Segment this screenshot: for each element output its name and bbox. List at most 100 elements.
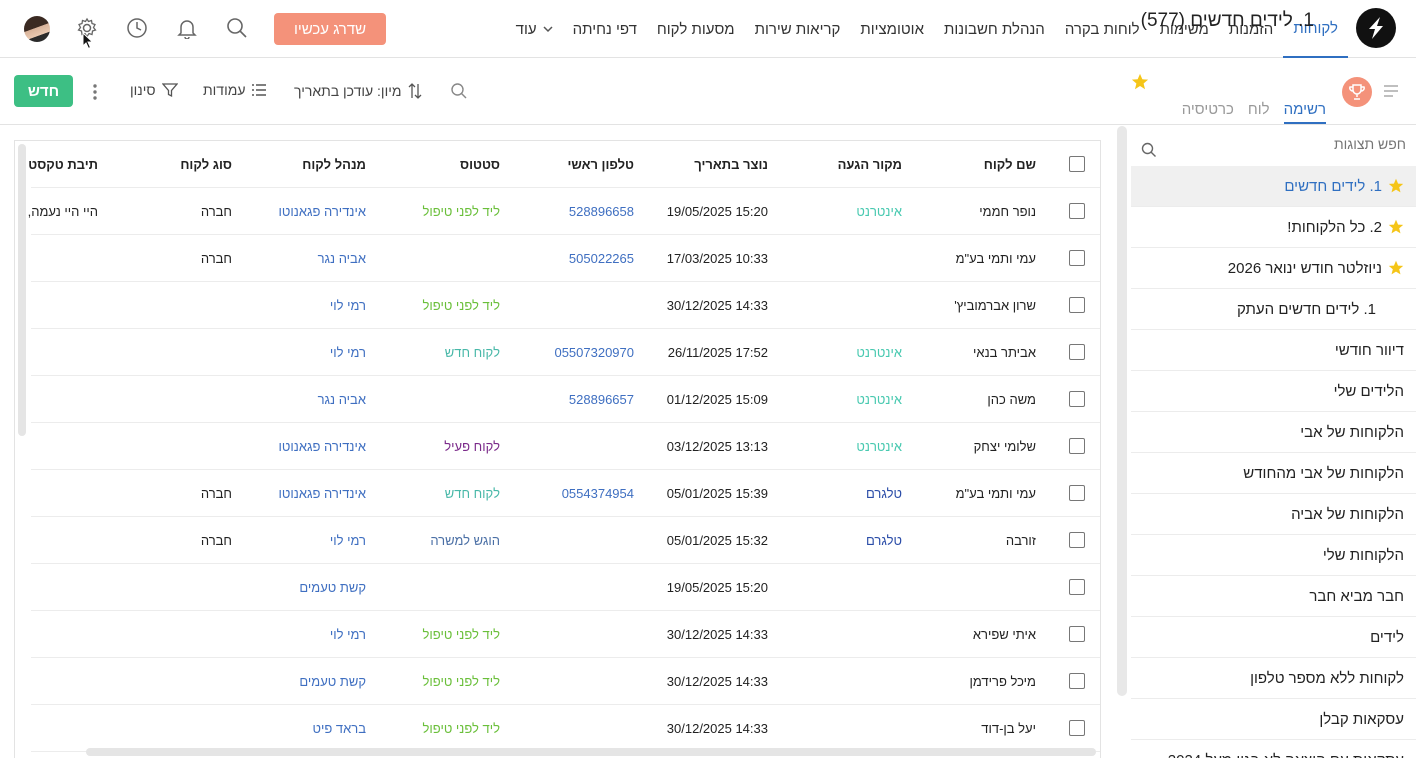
row-checkbox[interactable]	[1069, 626, 1085, 642]
cell-status[interactable]: ליד לפני טיפול	[422, 203, 500, 219]
row-checkbox[interactable]	[1069, 532, 1085, 548]
cell-customer-name[interactable]: אביתר בנאי	[973, 344, 1036, 360]
star-icon[interactable]	[1388, 219, 1404, 235]
table-row[interactable]: אביתר בנאי אינטרנט 26/11/2025 17:52 0550732…	[31, 329, 1100, 376]
cell-status[interactable]: לקוח חדש	[444, 485, 500, 501]
table-horizontal-scrollbar[interactable]	[86, 748, 1096, 756]
cell-customer-name[interactable]: מיכל פרידמן	[969, 673, 1037, 689]
header-customer-type[interactable]: סוג לקוח	[180, 156, 232, 172]
table-row[interactable]: עמי ותמי בע"מ 17/03/2025 10:33 505022265 אב…	[31, 235, 1100, 282]
cell-status[interactable]: ליד לפני טיפול	[422, 626, 500, 642]
cell-customer-name[interactable]: עמי ותמי בע"מ	[955, 250, 1036, 266]
phone-value[interactable]: 05507320970	[554, 344, 634, 360]
sidebar-view-item[interactable]: לידים	[1131, 617, 1416, 658]
table-vertical-scrollbar[interactable]	[18, 144, 26, 436]
cell-phone[interactable]: 05507320970	[524, 329, 634, 375]
cell-status[interactable]	[390, 376, 500, 422]
cell-manager[interactable]: רמי לוי	[329, 532, 366, 548]
sidebar-view-item[interactable]: עסקאות עם הוצאה לא בגין מעל 2024	[1131, 740, 1416, 758]
cell-status[interactable]: ליד לפני טיפול	[422, 297, 500, 313]
cell-customer-name[interactable]: זורבה	[1005, 532, 1036, 548]
sidebar-view-item[interactable]: ניוזלטר חודש ינואר 2026	[1131, 248, 1416, 289]
views-search-input[interactable]	[1176, 136, 1406, 152]
header-manager[interactable]: מנהל לקוח	[302, 156, 366, 172]
user-avatar[interactable]	[24, 16, 50, 42]
cell-customer-name[interactable]: איתי שפירא	[972, 626, 1036, 642]
cell-customer-name[interactable]: שרון אברמוביץ'	[954, 297, 1036, 313]
tab-card[interactable]: כרטיסיה	[1181, 101, 1234, 118]
star-icon[interactable]	[1388, 260, 1404, 276]
cell-customer-name[interactable]	[906, 564, 1036, 610]
phone-value[interactable]: 528896658	[568, 203, 634, 219]
sidebar-view-item[interactable]: הלקוחות שלי	[1131, 535, 1416, 576]
upgrade-button[interactable]: שדרג עכשיו	[274, 13, 386, 45]
cell-status[interactable]: לקוח פעיל	[444, 438, 500, 454]
nav-more-dropdown[interactable]: עוד	[506, 0, 563, 58]
cell-manager[interactable]: קשת טעמים	[299, 673, 366, 689]
cell-status[interactable]	[390, 235, 500, 281]
cell-manager[interactable]: בראד פיט	[312, 720, 367, 736]
cell-phone[interactable]	[524, 564, 634, 610]
favorite-star-icon[interactable]	[1131, 73, 1149, 91]
cell-manager[interactable]: אביה נגר	[317, 391, 366, 407]
cell-manager[interactable]: אינדירה פגאנוטו	[278, 438, 366, 454]
row-checkbox[interactable]	[1069, 485, 1085, 501]
table-row[interactable]: שרון אברמוביץ' 30/12/2025 14:33 ליד לפני ט…	[31, 282, 1100, 329]
nav-item-automations[interactable]: אוטומציות	[860, 20, 924, 38]
cell-status[interactable]: הוגש למשרה	[430, 532, 500, 548]
cell-status[interactable]	[390, 564, 500, 610]
columns-button[interactable]: עמודות	[203, 82, 267, 98]
table-row[interactable]: מיכל פרידמן 30/12/2025 14:33 ליד לפני טיפו…	[31, 658, 1100, 705]
cell-manager[interactable]: אינדירה פגאנוטו	[278, 485, 366, 501]
cell-phone[interactable]	[524, 282, 634, 328]
select-all-checkbox[interactable]	[1069, 156, 1085, 172]
cell-manager[interactable]: רמי לוי	[329, 297, 366, 313]
table-row[interactable]: משה כהן אינטרנט 01/12/2025 15:09 528896657 א…	[31, 376, 1100, 423]
sidebar-view-item[interactable]: 1. לידים חדשים	[1131, 166, 1416, 207]
row-checkbox[interactable]	[1069, 297, 1085, 313]
nav-item-orders[interactable]: הזמנות	[1228, 20, 1274, 38]
cell-manager[interactable]: אביה נגר	[317, 250, 366, 266]
nav-item-dashboards[interactable]: לוחות בקרה	[1064, 20, 1140, 38]
cell-manager[interactable]: אינדירה פגאנוטו	[278, 203, 366, 219]
table-row[interactable]: 19/05/2025 15:20 קשת טעמים	[31, 564, 1100, 611]
tab-board[interactable]: לוח	[1247, 101, 1270, 118]
row-checkbox[interactable]	[1069, 720, 1085, 736]
cell-customer-name[interactable]: שלומי יצחק	[973, 438, 1036, 454]
cell-phone[interactable]: 528896657	[524, 376, 634, 422]
cell-phone[interactable]: 0554374954	[524, 470, 634, 516]
bell-icon[interactable]	[175, 16, 199, 40]
cell-phone[interactable]: 528896658	[524, 188, 634, 234]
table-row[interactable]: זורבה טלגרם 05/01/2025 15:32 הוגש למשרה רמי …	[31, 517, 1100, 564]
sidebar-view-item[interactable]: 1. לידים חדשים העתק	[1131, 289, 1416, 330]
cell-customer-name[interactable]: נופר חממי	[979, 203, 1036, 219]
phone-value[interactable]: 505022265	[568, 250, 634, 266]
nav-item-accounting[interactable]: הנהלת חשבונות	[943, 20, 1045, 38]
search-icon[interactable]	[225, 16, 249, 40]
table-search-icon[interactable]	[450, 82, 468, 103]
sidebar-view-item[interactable]: חבר מביא חבר	[1131, 576, 1416, 617]
hamburger-icon[interactable]	[1383, 84, 1399, 101]
sidebar-view-item[interactable]: הלקוחות של אבי	[1131, 412, 1416, 453]
cell-phone[interactable]: 505022265	[524, 235, 634, 281]
table-row[interactable]: עמי ותמי בע"מ טלגרם 05/01/2025 15:39 055437…	[31, 470, 1100, 517]
sidebar-view-item[interactable]: 2. כל הלקוחות!	[1131, 207, 1416, 248]
header-customer-name[interactable]: שם לקוח	[983, 156, 1036, 172]
row-checkbox[interactable]	[1069, 391, 1085, 407]
sort-button[interactable]: מיון: עודכן בתאריך	[294, 82, 423, 100]
cell-phone[interactable]	[524, 517, 634, 563]
cell-customer-name[interactable]: עמי ותמי בע"מ	[955, 485, 1036, 501]
row-checkbox[interactable]	[1069, 438, 1085, 454]
row-checkbox[interactable]	[1069, 344, 1085, 360]
cell-phone[interactable]	[524, 611, 634, 657]
header-source[interactable]: מקור הגעה	[837, 156, 902, 172]
nav-item-service-calls[interactable]: קריאות שירות	[754, 20, 841, 38]
cell-status[interactable]: לקוח חדש	[444, 344, 500, 360]
sidebar-scrollbar[interactable]	[1117, 126, 1127, 696]
cell-manager[interactable]: רמי לוי	[329, 344, 366, 360]
search-icon[interactable]	[1141, 142, 1157, 158]
clock-icon[interactable]	[125, 16, 149, 40]
sidebar-view-item[interactable]: לקוחות ללא מספר טלפון	[1131, 658, 1416, 699]
cell-status[interactable]: ליד לפני טיפול	[422, 720, 500, 736]
sidebar-view-item[interactable]: הלקוחות של אבי מהחודש	[1131, 453, 1416, 494]
